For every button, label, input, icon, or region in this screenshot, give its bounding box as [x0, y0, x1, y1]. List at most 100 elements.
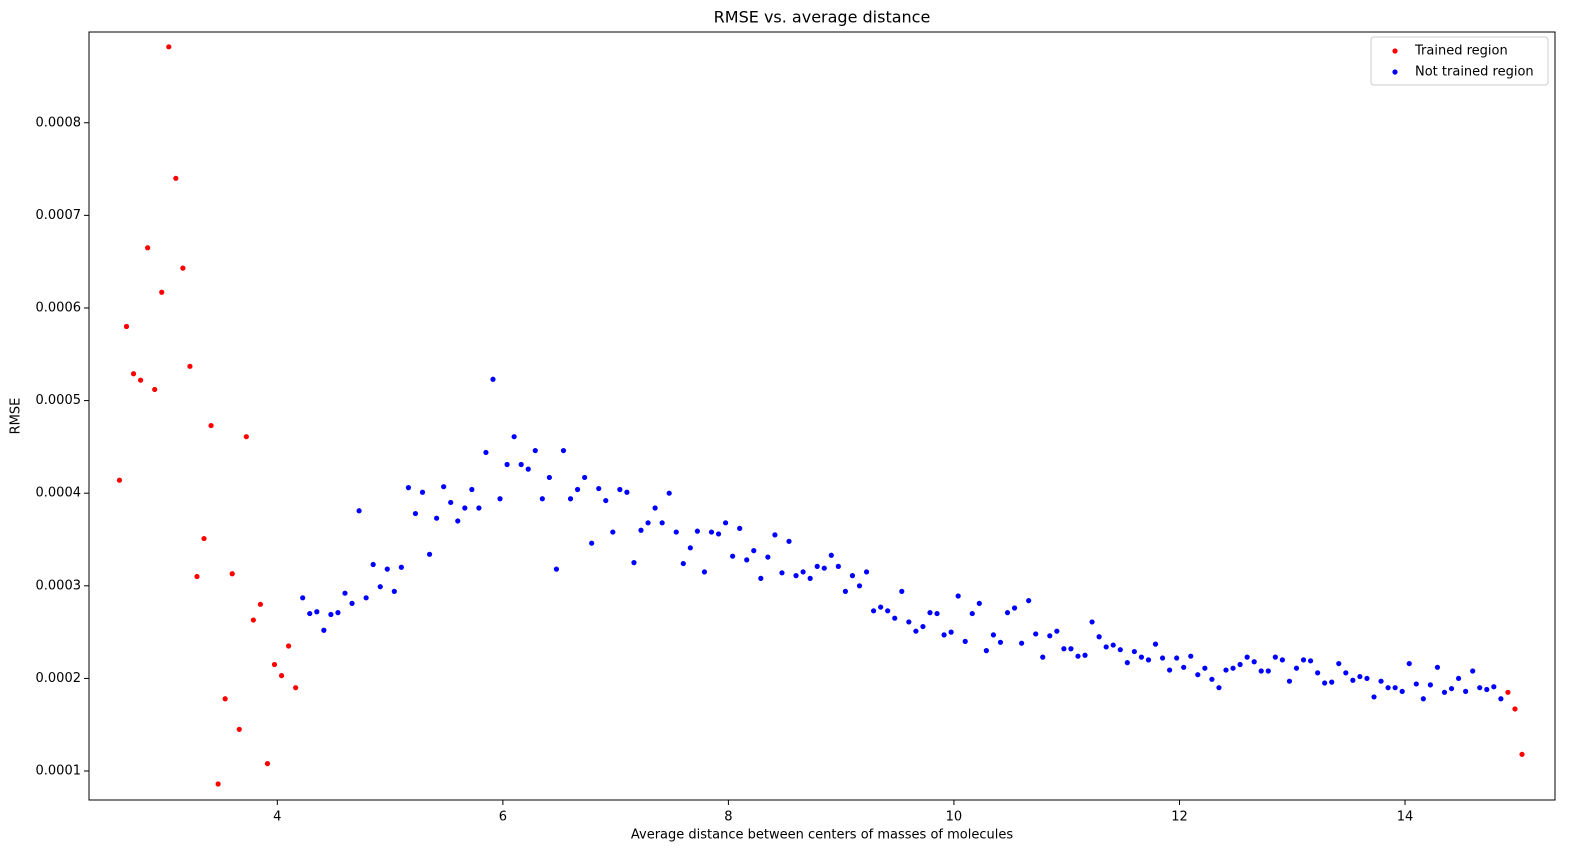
point — [1434, 664, 1441, 670]
point — [116, 477, 123, 483]
point — [885, 608, 891, 614]
point — [941, 632, 947, 638]
point — [962, 638, 968, 644]
point — [222, 696, 228, 702]
y-tick-label: 0.0003 — [36, 578, 82, 593]
point — [1448, 685, 1455, 692]
point — [1420, 696, 1426, 702]
point — [532, 447, 538, 454]
point — [1279, 657, 1285, 663]
point — [356, 508, 362, 514]
y-tick-label: 0.0004 — [36, 486, 82, 501]
point — [906, 619, 912, 625]
point — [800, 569, 806, 575]
point — [892, 615, 898, 621]
point — [849, 573, 856, 579]
legend-marker — [1392, 48, 1398, 54]
point — [1047, 633, 1053, 639]
point — [476, 505, 482, 511]
point — [363, 595, 369, 601]
y-tick-label: 0.0006 — [36, 300, 82, 315]
point — [673, 529, 679, 535]
point — [786, 538, 792, 544]
point — [1195, 672, 1201, 678]
point — [1026, 598, 1032, 604]
point — [758, 575, 764, 581]
point — [863, 569, 870, 575]
point — [715, 531, 722, 537]
point — [1174, 655, 1180, 661]
point — [955, 593, 961, 599]
point — [1512, 706, 1518, 712]
point — [969, 610, 975, 617]
point — [208, 422, 214, 429]
point — [250, 617, 256, 623]
y-tick-label: 0.0005 — [36, 393, 82, 408]
point — [560, 447, 567, 454]
point — [426, 551, 433, 557]
point — [1110, 642, 1116, 648]
point — [1011, 605, 1018, 611]
point — [300, 595, 306, 601]
point — [412, 510, 419, 517]
point — [856, 583, 863, 589]
x-tick-label: 8 — [724, 810, 732, 825]
legend-label: Trained region — [1414, 44, 1508, 59]
point — [349, 600, 355, 606]
point — [730, 553, 736, 559]
point — [701, 569, 708, 575]
point — [1188, 653, 1194, 659]
point — [497, 496, 503, 502]
point — [1498, 696, 1504, 702]
point — [1004, 610, 1011, 616]
point — [878, 604, 884, 610]
point — [1300, 657, 1307, 663]
point — [666, 490, 672, 496]
point — [659, 520, 665, 526]
point — [927, 610, 933, 616]
point — [990, 632, 997, 638]
point — [243, 434, 249, 440]
point — [1258, 668, 1264, 674]
point — [1392, 685, 1398, 691]
point — [631, 560, 637, 566]
point — [398, 564, 404, 570]
point — [574, 486, 581, 493]
point — [744, 557, 750, 563]
point — [1117, 647, 1123, 653]
point — [257, 601, 264, 607]
point — [1315, 670, 1321, 676]
y-tick-label: 0.0007 — [36, 208, 82, 223]
point — [180, 265, 186, 271]
point — [1054, 628, 1060, 634]
point — [370, 561, 376, 568]
point — [1343, 670, 1349, 676]
point — [469, 486, 475, 493]
point — [779, 570, 785, 576]
point — [123, 323, 130, 330]
x-tick-label: 12 — [1171, 810, 1188, 825]
point — [187, 363, 193, 369]
point — [1033, 631, 1039, 637]
point — [159, 289, 165, 295]
point — [1159, 655, 1166, 661]
point — [870, 608, 877, 614]
point — [1145, 657, 1152, 663]
point — [1371, 694, 1377, 700]
point — [1322, 680, 1328, 686]
point — [1307, 658, 1314, 664]
y-tick-label: 0.0008 — [36, 115, 82, 130]
point — [913, 628, 919, 634]
point — [694, 528, 700, 534]
x-tick-label: 10 — [946, 810, 963, 825]
point — [1244, 654, 1250, 660]
point — [321, 627, 327, 633]
point — [462, 505, 468, 511]
point — [448, 499, 454, 506]
y-axis-label: RMSE — [9, 398, 24, 435]
point — [1463, 688, 1469, 694]
point — [1357, 673, 1363, 680]
point — [1505, 689, 1511, 695]
